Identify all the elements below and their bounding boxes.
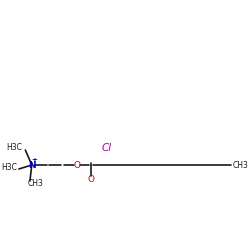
Text: +: +	[32, 157, 38, 163]
Text: O: O	[87, 174, 94, 184]
Text: H3C: H3C	[1, 164, 17, 172]
Text: O: O	[74, 160, 80, 170]
Text: N: N	[28, 160, 36, 170]
Text: CH3: CH3	[233, 160, 249, 170]
Text: H3C: H3C	[7, 144, 22, 152]
Text: CH3: CH3	[28, 178, 44, 188]
Text: Cl: Cl	[101, 143, 112, 153]
